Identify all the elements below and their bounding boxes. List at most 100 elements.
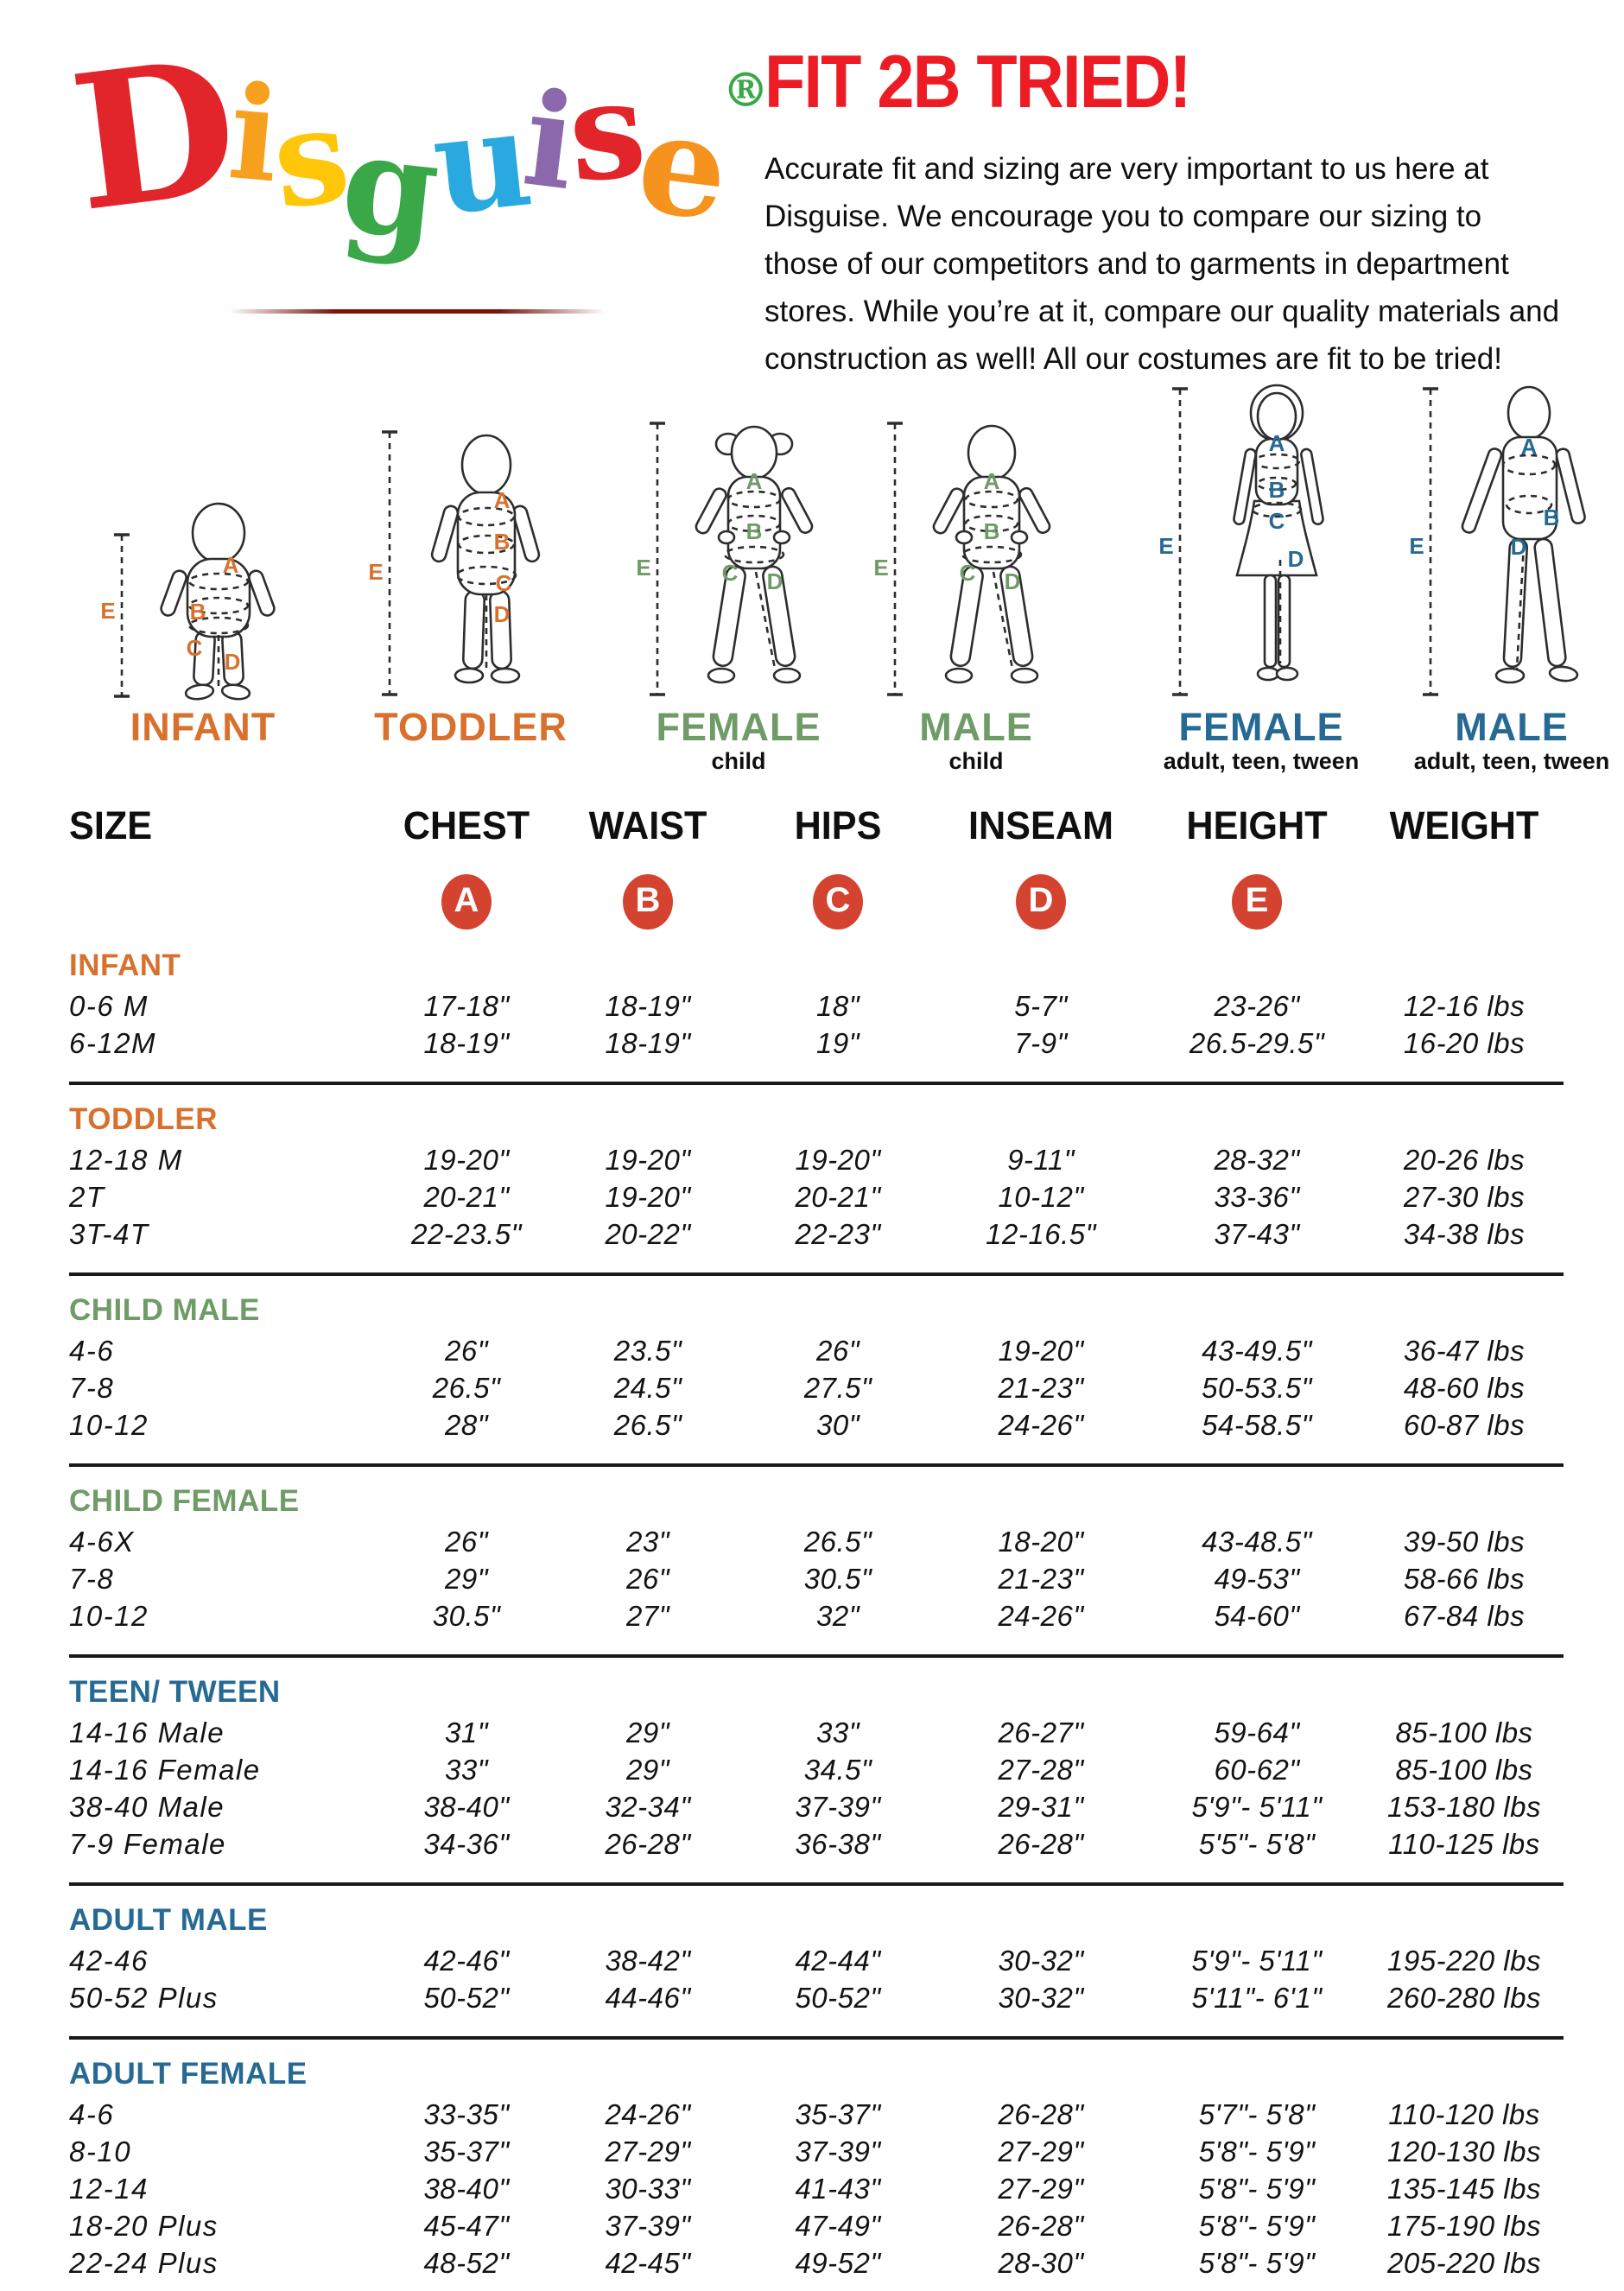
- row-value: 110-125 lbs: [1388, 1828, 1540, 1861]
- table-row: 10-12 28" 26.5" 30" 24-26" 54-58.5" 60-87 lbs: [69, 1407, 1564, 1444]
- body-outline: [1507, 385, 1551, 440]
- table-row: 4-6X 26" 23" 26.5" 18-20" 43-48.5" 39-50 lbs: [69, 1524, 1564, 1561]
- body-outline: [1533, 537, 1567, 667]
- intro-paragraph: Accurate fit and sizing are very importa…: [764, 152, 1560, 376]
- row-value: 42-44": [795, 1945, 881, 1977]
- row-value: 36-47 lbs: [1403, 1335, 1526, 1368]
- measure-letter-e: E: [873, 555, 888, 581]
- row-size-label: 3T-4T: [69, 1218, 149, 1251]
- row-value: 26-27": [998, 1717, 1084, 1749]
- column-header-size: SIZE: [69, 803, 153, 847]
- row-size-label: 38-40 Male: [69, 1791, 225, 1824]
- section-header: ADULT FEMALE: [69, 2056, 308, 2091]
- row-size-label: 0-6 M: [69, 990, 149, 1023]
- logo-underline: [229, 309, 605, 314]
- figure-sublabel: child: [711, 747, 766, 774]
- row-value: 5'9"- 5'11": [1191, 1945, 1323, 1977]
- body-outline: [490, 667, 521, 683]
- logo-letter: g: [334, 103, 441, 271]
- measure-letter: C: [1269, 508, 1285, 534]
- row-value: 85-100 lbs: [1395, 1754, 1533, 1786]
- figure-sublabel: adult, teen, tween: [1163, 747, 1360, 774]
- table-header-row: SIZE CHEST WAIST HIPS INSEAM HEIGHT WEIG…: [69, 803, 1564, 848]
- row-size-label: 7-9 Female: [69, 1828, 226, 1861]
- measure-badge-e: E: [1232, 873, 1282, 930]
- row-value: 37-39": [795, 1791, 881, 1824]
- measure-letter-row: A B C D E: [69, 866, 1564, 938]
- row-value: 60-87 lbs: [1403, 1409, 1526, 1442]
- row-value: 33": [816, 1717, 860, 1749]
- figure-label: FEMALE: [1178, 704, 1344, 749]
- table-row: 7-8 29" 26" 30.5" 21-23" 49-53" 58-66 lbs: [69, 1561, 1564, 1598]
- measure-letter: C: [960, 560, 976, 586]
- row-value: 26-28": [998, 1828, 1084, 1861]
- row-value: 32": [816, 1600, 860, 1633]
- measure-line: [1501, 454, 1557, 475]
- child-female-diagram: ABC D E: [636, 421, 814, 696]
- measure-letter: D: [767, 568, 783, 594]
- row-value: 18-19": [605, 990, 691, 1023]
- measure-letter: D: [1511, 534, 1527, 560]
- row-value: 85-100 lbs: [1395, 1717, 1533, 1749]
- body-outline: [781, 486, 814, 534]
- table-row: 7-8 26.5" 24.5" 27.5" 21-23" 50-53.5" 48-60 lb…: [69, 1370, 1564, 1407]
- measure-line: [1505, 494, 1553, 514]
- column-header-height: HEIGHT: [1186, 803, 1328, 847]
- row-value: 37-43": [1214, 1218, 1300, 1251]
- adult-male-diagram: A BD E: [1409, 385, 1586, 696]
- row-value: 153-180 lbs: [1387, 1791, 1541, 1824]
- body-outline: [1263, 574, 1278, 668]
- measure-badge-d: D: [1016, 873, 1066, 930]
- measure-line: [455, 565, 517, 585]
- row-value: 5'7"- 5'8": [1198, 2098, 1316, 2131]
- measure-letter: C: [722, 560, 739, 586]
- row-size-label: 4-6X: [69, 1526, 135, 1558]
- row-value: 195-220 lbs: [1387, 1945, 1541, 1977]
- row-value: 26": [626, 1563, 669, 1596]
- row-value: 5'8"- 5'9": [1198, 2247, 1316, 2280]
- body-outline: [454, 667, 485, 683]
- child-male-diagram: ABC D E: [873, 421, 1051, 696]
- measure-letter: A: [746, 468, 763, 494]
- row-value: 26": [445, 1526, 488, 1558]
- row-value: 28-30": [998, 2247, 1084, 2280]
- row-value: 28-32": [1214, 1144, 1300, 1177]
- column-header-inseam: INSEAM: [967, 803, 1113, 847]
- table-row: 0-6 M 17-18" 18-19" 18" 5-7" 23-26" 12-16 lbs: [69, 988, 1564, 1025]
- row-value: 39-50 lbs: [1403, 1526, 1526, 1558]
- measure-line: [1515, 543, 1526, 669]
- table-section-adult-female: ADULT FEMALE 4-6 33-35" 24-26" 35-37" 26-28" 5…: [69, 2035, 1564, 2291]
- row-value: 19-20": [998, 1335, 1084, 1368]
- measure-line: [457, 506, 516, 526]
- body-outline: [955, 530, 974, 544]
- body-outline: [717, 530, 736, 544]
- row-value: 26-28": [605, 1828, 691, 1861]
- row-value: 27-29": [605, 2136, 691, 2168]
- row-size-label: 4-6: [69, 1335, 115, 1368]
- row-value: 48-60 lbs: [1403, 1372, 1526, 1405]
- body-outline: [1256, 666, 1280, 681]
- row-size-label: 12-18 M: [69, 1144, 183, 1177]
- row-value: 34.5": [803, 1754, 872, 1786]
- table-row: 4-6 26" 23.5" 26" 19-20" 43-49.5" 36-47 lbs: [69, 1333, 1564, 1370]
- measure-letter: A: [984, 468, 1000, 494]
- logo-letter: D: [61, 16, 244, 254]
- row-value: 21-23": [998, 1563, 1084, 1596]
- measure-letter-e: E: [1409, 533, 1424, 559]
- table-row: 18-20 Plus 45-47" 37-39" 47-49" 26-28" 5'8"- …: [69, 2208, 1564, 2245]
- measure-letter: D: [1005, 568, 1021, 594]
- row-value: 50-52": [795, 1982, 881, 2015]
- body-outline: [1300, 447, 1324, 525]
- row-value: 16-20 lbs: [1403, 1027, 1526, 1060]
- page-title: FIT 2B TRIED!: [764, 41, 1191, 124]
- row-value: 20-22": [605, 1218, 691, 1251]
- row-value: 26-28": [998, 2210, 1084, 2243]
- row-value: 45-47": [423, 2210, 510, 2243]
- measure-line: [723, 545, 785, 563]
- row-value: 27-28": [998, 1754, 1084, 1786]
- measure-line: [964, 514, 1019, 532]
- body-outline: [1233, 447, 1257, 525]
